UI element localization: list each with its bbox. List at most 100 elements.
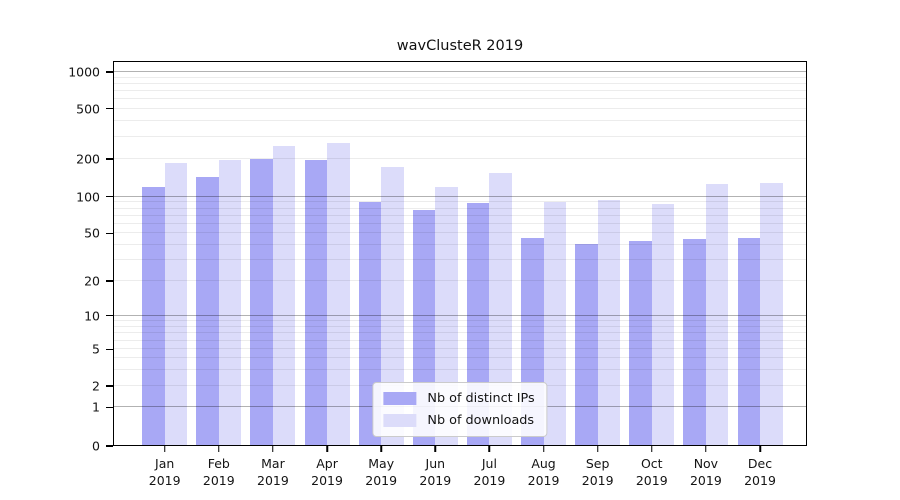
gridline-minor — [113, 98, 807, 100]
gridline-minor — [113, 339, 807, 341]
gridline-minor — [113, 332, 807, 334]
x-tick-mark — [434, 446, 437, 452]
y-tick-label: 2 — [92, 378, 100, 394]
gridline-minor — [113, 222, 807, 224]
legend-swatch-distinct-ips — [383, 392, 417, 405]
x-tick-month: Jun — [425, 456, 446, 471]
x-tick-year: 2019 — [744, 473, 776, 488]
y-tick-label: 50 — [84, 225, 100, 241]
y-tick-label: 1 — [92, 399, 100, 415]
x-tick-year: 2019 — [527, 473, 560, 488]
gridline-minor — [113, 157, 807, 159]
gridline-minor — [113, 135, 807, 137]
y-tick-mark — [106, 280, 113, 282]
gridline-minor — [113, 201, 807, 203]
gridline-minor — [113, 357, 807, 359]
gridline-minor — [113, 207, 807, 209]
x-tick-label: Sep 2019 — [582, 455, 614, 489]
legend-label-downloads: Nb of downloads — [427, 413, 535, 428]
bar-ips-sep — [575, 243, 598, 446]
bar-downloads-mar — [272, 145, 296, 446]
x-tick-year: 2019 — [473, 473, 506, 488]
x-tick-mark — [163, 446, 166, 452]
gridline-minor — [113, 107, 807, 109]
y-tick-label: 500 — [76, 101, 100, 117]
bar-ips-apr — [304, 159, 328, 446]
bar-ips-oct — [629, 241, 652, 446]
x-tick-label: Oct 2019 — [636, 455, 668, 489]
y-tick-mark — [106, 232, 113, 235]
x-tick-month: Jan — [155, 456, 175, 471]
x-tick-label: Nov 2019 — [690, 455, 722, 489]
gridline-minor — [113, 258, 807, 260]
gridline-minor — [113, 119, 807, 121]
x-tick-mark — [705, 446, 707, 452]
legend-swatch-downloads — [383, 414, 417, 427]
bar-downloads-aug — [543, 201, 567, 446]
x-tick-year: 2019 — [635, 473, 668, 488]
bar-ips-dec — [737, 237, 761, 446]
bar-downloads-dec — [760, 183, 783, 446]
y-tick-mark — [106, 107, 113, 110]
bar-ips-nov — [683, 238, 706, 446]
y-tick-mark — [106, 158, 113, 160]
x-tick-mark — [596, 446, 599, 452]
x-tick-year: 2019 — [689, 473, 722, 488]
y-tick-label: 20 — [84, 273, 100, 289]
x-tick-month: Nov — [693, 456, 719, 471]
bar-downloads-jan — [164, 162, 188, 446]
gridline-major — [113, 195, 807, 197]
gridline-minor — [113, 325, 807, 327]
y-tick-label: 1000 — [68, 64, 100, 80]
gridline-minor — [113, 214, 807, 216]
x-tick-month: May — [368, 456, 395, 471]
x-tick-label: Dec 2019 — [744, 455, 776, 489]
x-tick-year: 2019 — [257, 473, 289, 488]
legend-entry-downloads: Nb of downloads — [383, 413, 534, 428]
x-tick-month: Mar — [261, 456, 285, 471]
x-tick-month: Sep — [585, 456, 610, 471]
bar-downloads-may — [381, 166, 404, 446]
chart-title: wavClusteR 2019 — [396, 38, 524, 54]
x-tick-month: Dec — [747, 456, 773, 471]
gridline-minor — [113, 280, 807, 281]
x-tick-mark — [759, 446, 761, 452]
x-tick-year: 2019 — [365, 473, 398, 488]
x-tick-year: 2019 — [148, 473, 181, 488]
y-tick-label: 0 — [92, 438, 100, 454]
bar-downloads-nov — [705, 184, 729, 446]
bar-ips-mar — [250, 158, 273, 446]
x-tick-month: Apr — [316, 456, 338, 471]
x-tick-year: 2019 — [311, 473, 343, 488]
gridline-minor — [113, 348, 807, 350]
x-tick-year: 2019 — [419, 473, 452, 488]
y-tick-mark — [106, 195, 113, 198]
x-tick-mark — [326, 446, 328, 452]
x-tick-month: Jul — [481, 456, 497, 471]
bar-ips-jan — [142, 186, 165, 446]
gridline-minor — [113, 76, 807, 78]
x-tick-label: Jan 2019 — [149, 455, 181, 489]
gridline-major — [113, 71, 807, 73]
y-tick-mark — [106, 314, 113, 317]
x-tick-mark — [380, 446, 382, 452]
x-tick-label: Jul 2019 — [474, 455, 506, 489]
x-tick-mark — [542, 446, 545, 452]
x-tick-label: Jun 2019 — [419, 455, 451, 489]
y-tick-label: 10 — [84, 308, 100, 324]
gridline-major — [113, 314, 807, 316]
gridline-minor — [113, 82, 807, 84]
bar-downloads-jun — [435, 186, 458, 446]
x-tick-label: Aug 2019 — [528, 455, 560, 489]
gridline-minor — [113, 89, 807, 91]
y-tick-mark — [106, 348, 113, 351]
x-tick-month: Aug — [531, 456, 556, 471]
gridline-minor — [113, 243, 807, 245]
x-tick-year: 2019 — [202, 473, 235, 488]
x-tick-label: Feb 2019 — [203, 455, 235, 489]
x-tick-mark — [651, 446, 653, 452]
x-tick-label: May 2019 — [365, 455, 397, 489]
x-tick-month: Oct — [640, 456, 663, 471]
bar-downloads-sep — [597, 199, 621, 446]
gridline-minor — [113, 319, 807, 321]
